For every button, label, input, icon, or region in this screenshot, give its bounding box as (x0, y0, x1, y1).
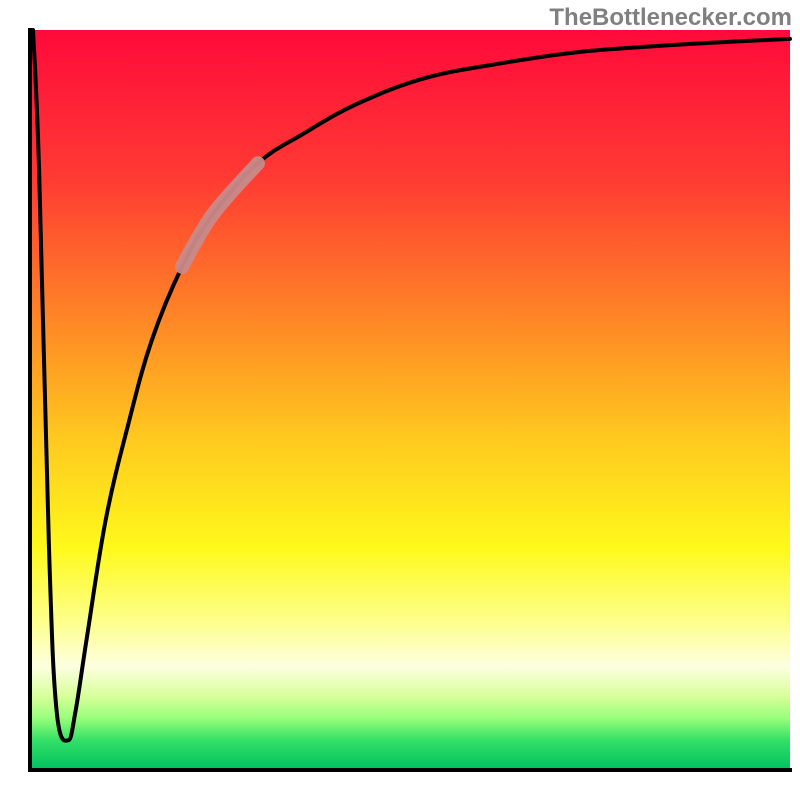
chart-stage: TheBottlenecker.com (0, 0, 800, 800)
bottleneck-curve-chart (0, 0, 800, 800)
watermark-text: TheBottlenecker.com (549, 4, 792, 32)
